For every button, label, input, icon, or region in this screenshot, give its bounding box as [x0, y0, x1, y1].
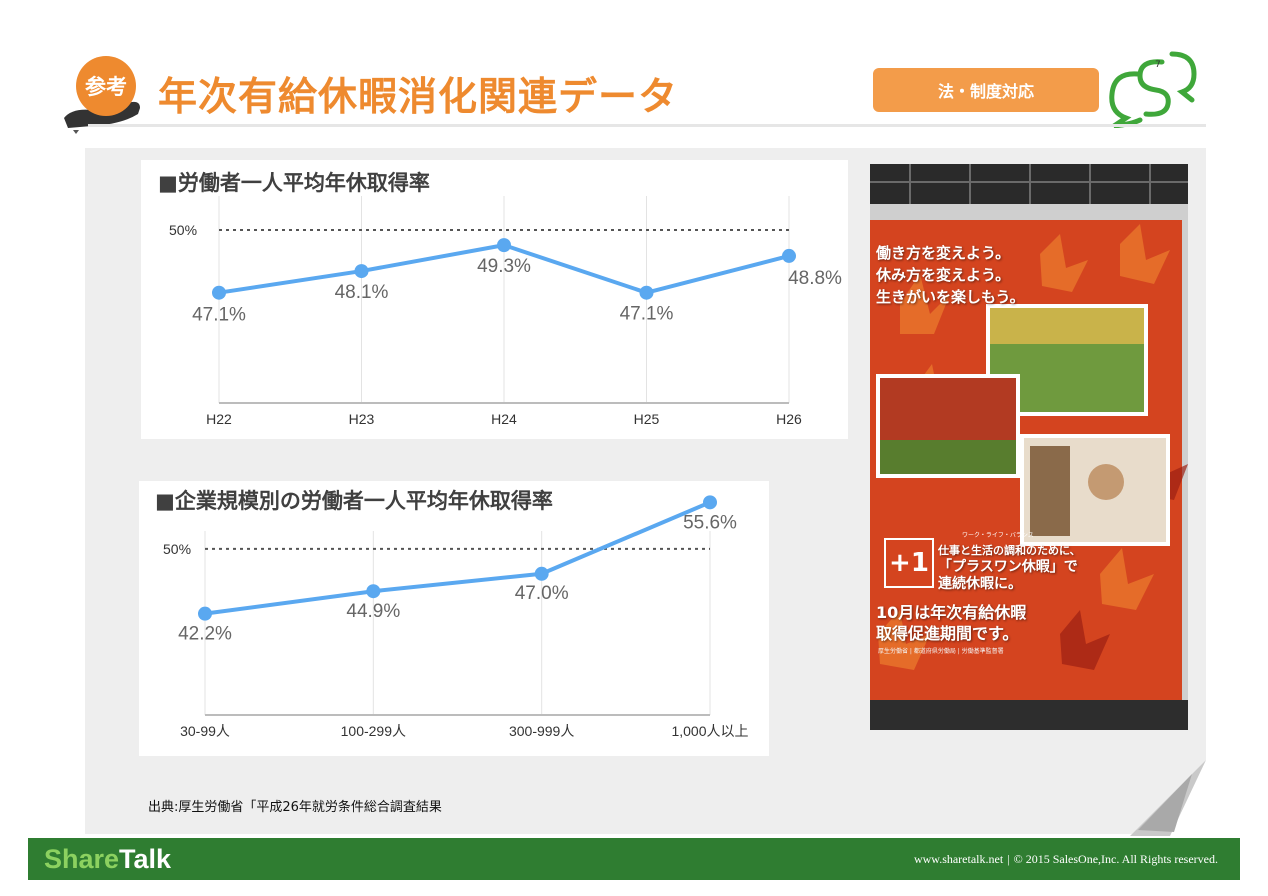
poster-photo: 働き方を変えよう。 休み方を変えよう。 生きがいを楽しもう。 +1 ワーク・ライ…	[870, 164, 1188, 730]
data-label: 49.3%	[477, 256, 531, 277]
data-point	[534, 566, 549, 581]
poster-plus-one: +1	[884, 538, 934, 588]
x-tick-label: H24	[491, 411, 517, 427]
data-label: 48.1%	[335, 282, 389, 303]
copyright-text: © 2015 SalesOne,Inc. All Rights reserved…	[1013, 852, 1218, 866]
line-chart-company-size: 50% 42.2% 44.9% 47.0% 55.6% 30-99人 100-299人 300…	[163, 495, 749, 739]
slide-header: 参考 年次有給休暇消化関連データ 法・制度対応 7	[0, 0, 1268, 140]
chart-card-annual-leave: ■労働者一人平均年休取得率 50% 47.1% 48.1% 49.3% 47.1% 48.…	[141, 160, 848, 439]
data-label: 42.2%	[178, 624, 232, 645]
data-point	[354, 264, 369, 279]
x-tick-label: H26	[776, 411, 802, 427]
series-line	[204, 500, 711, 616]
brand-share: Share	[44, 844, 120, 874]
page-title: 年次有給休暇消化関連データ	[158, 75, 679, 120]
x-tick-label: H23	[349, 411, 375, 427]
poster-ruby: ワーク・ライフ・バランス	[962, 532, 1034, 539]
x-tick-label: 100-299人	[341, 723, 406, 739]
brand-talk: Talk	[119, 844, 172, 874]
category-tag-label: 法・制度対応	[937, 82, 1034, 101]
data-point	[782, 248, 796, 263]
x-tick-label: H25	[634, 411, 660, 427]
header-divider	[88, 124, 1206, 127]
reference-line-label: 50%	[163, 541, 191, 557]
page-curl-icon	[1130, 760, 1206, 836]
data-point	[703, 495, 717, 510]
hand-badge-icon: 参考	[64, 56, 140, 128]
x-tick-label: 300-999人	[509, 723, 574, 739]
data-label: 48.8%	[788, 268, 842, 289]
sharetalk-logo-icon	[1109, 51, 1197, 128]
data-label: 55.6%	[683, 512, 737, 533]
poster-issuer: 厚生労働省 | 都道府県労働局 | 労働基準監督署	[878, 648, 1004, 655]
footer-copyright: www.sharetalk.net | © 2015 SalesOne,Inc. A…	[914, 852, 1218, 867]
chart-title: ■企業規模別の労働者一人平均年休取得率	[155, 489, 553, 513]
header-marker	[73, 130, 79, 134]
source-note: 出典:厚生労働省「平成26年就労条件総合調査結果	[148, 800, 442, 815]
data-point	[639, 285, 654, 300]
website-link[interactable]: www.sharetalk.net	[913, 852, 1004, 866]
poster-background	[870, 164, 1188, 730]
brand-logo: ShareTalk	[44, 844, 171, 875]
line-chart-annual-leave: 50% 47.1% 48.1% 49.3% 47.1% 48.8% H22 H23 H24 H25…	[169, 196, 842, 427]
data-point	[212, 285, 226, 300]
poster-period: 10月は年次有給休暇 取得促進期間です。	[876, 603, 1027, 643]
poster-slogan: 働き方を変えよう。 休み方を変えよう。 生きがいを楽しもう。	[876, 244, 1025, 306]
badge-label: 参考	[85, 75, 127, 99]
chart-card-company-size: ■企業規模別の労働者一人平均年休取得率 50% 42.2% 44.9% 47.0% 55…	[139, 481, 769, 756]
chart-title: ■労働者一人平均年休取得率	[158, 171, 430, 195]
data-label: 47.1%	[620, 304, 674, 325]
x-tick-label: 1,000人以上	[671, 723, 748, 739]
footer-separator: |	[1007, 852, 1010, 866]
x-tick-label: 30-99人	[180, 723, 230, 739]
data-point	[497, 238, 511, 253]
data-point	[198, 606, 212, 621]
footer-bar: ShareTalk www.sharetalk.net | © 2015 Sales…	[28, 838, 1240, 880]
poster-message: 仕事と生活の調和のために、 「プラスワン休暇」で 連続休暇に。	[938, 544, 1081, 592]
category-tag: 法・制度対応	[873, 68, 1099, 112]
reference-line-label: 50%	[169, 222, 197, 238]
data-point	[366, 584, 381, 599]
x-tick-label: H22	[206, 411, 232, 427]
data-label: 47.1%	[192, 305, 246, 326]
data-label: 47.0%	[515, 583, 569, 604]
page-number: 7	[1155, 60, 1161, 70]
data-label: 44.9%	[346, 601, 400, 622]
